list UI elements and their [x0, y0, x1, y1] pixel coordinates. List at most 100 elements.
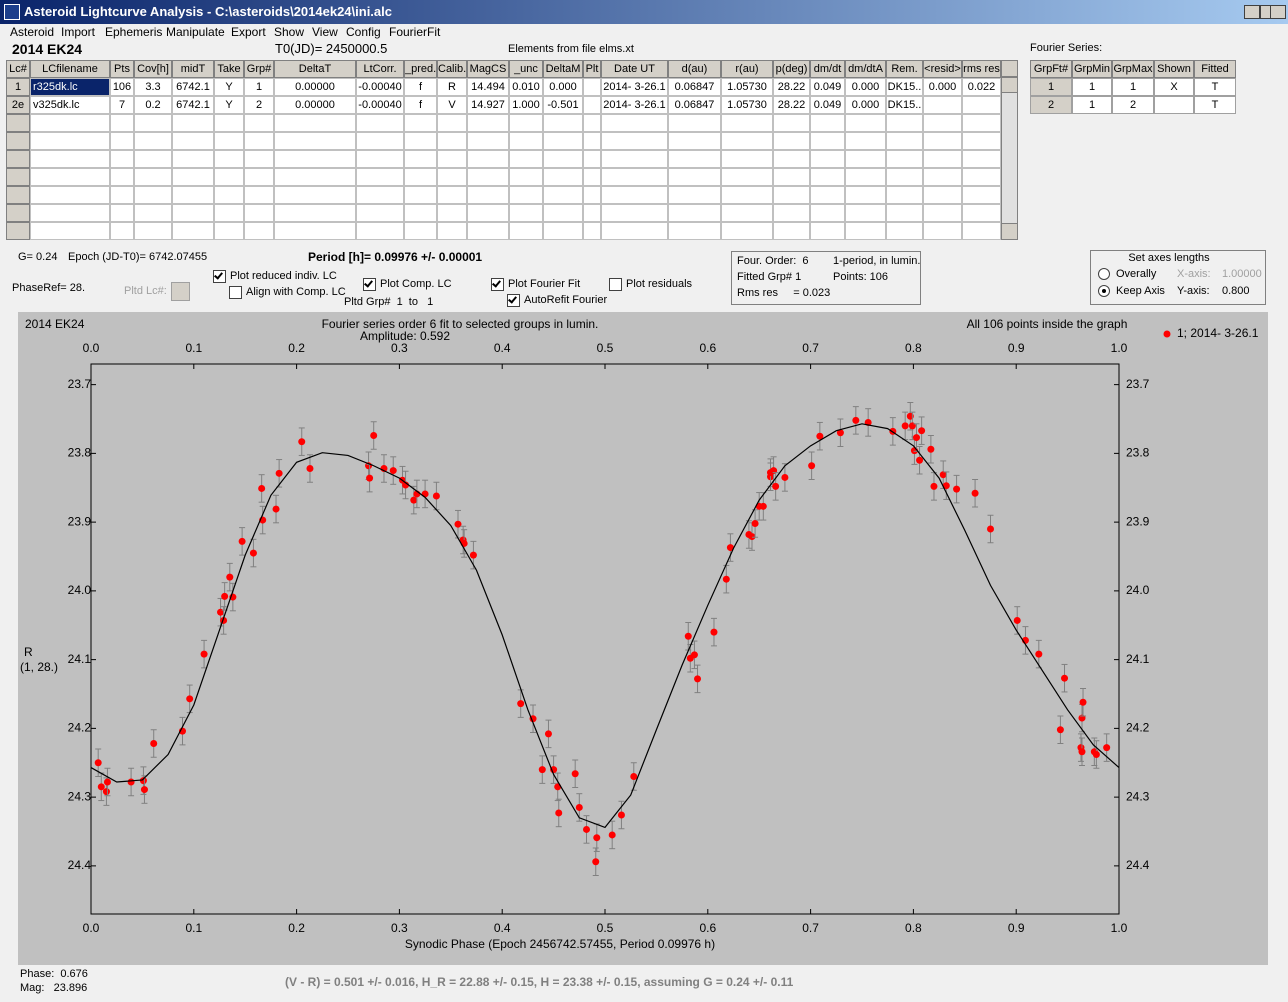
data-point [916, 456, 924, 464]
data-point [781, 473, 789, 481]
table-cell [172, 222, 214, 240]
table-cell [172, 186, 214, 204]
checkbox-label[interactable]: Align with Comp. LC [246, 286, 346, 298]
y-axis-title: R [24, 645, 33, 659]
table-cell [583, 204, 601, 222]
table-cell: 2 [244, 96, 274, 114]
table-cell [356, 204, 404, 222]
menu-item[interactable]: Config [346, 25, 381, 39]
checkbox-label[interactable]: Plot residuals [626, 278, 693, 290]
radio-label[interactable]: Keep Axis [1116, 285, 1165, 297]
table-cell [404, 204, 437, 222]
table-cell [274, 132, 356, 150]
checkbox[interactable] [507, 294, 520, 307]
table-cell [923, 132, 962, 150]
checkbox[interactable] [363, 278, 376, 291]
scroll-down[interactable] [1001, 223, 1018, 240]
menu-item[interactable]: FourierFit [389, 25, 441, 39]
cursor-phase: Phase: 0.676 [20, 968, 88, 980]
row-header: 1 [6, 78, 30, 96]
table-cell [134, 186, 172, 204]
scroll-up[interactable] [1001, 60, 1018, 77]
row-header [6, 168, 30, 186]
menu-item[interactable]: View [312, 25, 338, 39]
checkbox-label[interactable]: Plot Fourier Fit [508, 278, 581, 290]
data-point [454, 520, 462, 528]
column-header: Calib. [437, 60, 467, 78]
table-cell: 106 [110, 78, 134, 96]
table-cell [668, 114, 721, 132]
data-point [1035, 650, 1043, 658]
radio-dot [1102, 289, 1106, 293]
menu-item[interactable]: Ephemeris [105, 25, 163, 39]
data-point [592, 858, 600, 866]
table-cell [845, 204, 886, 222]
y-tick-label: 23.9 [68, 514, 92, 528]
table-cell [509, 114, 543, 132]
table-cell [810, 222, 845, 240]
data-point [200, 650, 208, 658]
legend-label: 1; 2014- 3-26.1 [1177, 326, 1259, 340]
data-point [298, 438, 306, 446]
table-cell [721, 186, 773, 204]
period-value: Period [h]= 0.09976 +/- 0.00001 [308, 250, 483, 264]
result-summary: (V - R) = 0.501 +/- 0.016, H_R = 22.88 +… [285, 975, 794, 989]
y-axis-label: Y-axis: [1177, 285, 1210, 297]
table-cell [962, 168, 1001, 186]
table-cell [962, 186, 1001, 204]
data-point [751, 520, 759, 527]
menu-item[interactable]: Show [274, 25, 305, 39]
menu-item[interactable]: Export [231, 25, 266, 39]
table-cell [721, 168, 773, 186]
radio-label[interactable]: Overally [1116, 268, 1157, 280]
x-tick-label-top: 0.2 [288, 341, 305, 355]
data-point [226, 573, 234, 581]
checkbox[interactable] [213, 270, 226, 283]
menu-item[interactable]: Asteroid [10, 25, 55, 39]
table-cell [437, 114, 467, 132]
table-cell [810, 204, 845, 222]
table-cell [721, 132, 773, 150]
data-point [517, 700, 525, 708]
checkbox-label[interactable]: AutoRefit Fourier [524, 294, 608, 306]
data-point [816, 432, 824, 440]
checkbox[interactable] [609, 278, 622, 291]
radio-button[interactable] [1098, 268, 1110, 280]
column-header: dm/dtA [845, 60, 886, 78]
spinner[interactable] [171, 282, 190, 301]
table-cell [583, 186, 601, 204]
menu-item[interactable]: Manipulate [166, 25, 225, 39]
close-button[interactable] [1270, 5, 1286, 19]
table-cell [404, 114, 437, 132]
table-cell [244, 204, 274, 222]
checkbox[interactable] [229, 286, 242, 299]
data-point [249, 549, 257, 557]
table-cell [601, 132, 668, 150]
table-cell: 6742.1 [172, 96, 214, 114]
x-tick-label-top: 1.0 [1111, 341, 1128, 355]
table-cell [845, 150, 886, 168]
data-point [808, 462, 816, 470]
checkbox-label[interactable]: Plot Comp. LC [380, 278, 452, 290]
table-cell [467, 150, 509, 168]
table-cell [601, 204, 668, 222]
menu-item[interactable]: Import [61, 25, 96, 39]
table-cell [214, 114, 244, 132]
checkbox[interactable] [491, 278, 504, 291]
table-cell [845, 186, 886, 204]
table-cell: DK15.. [886, 96, 923, 114]
window-button[interactable] [1244, 5, 1260, 19]
data-point [939, 471, 947, 479]
data-point [927, 445, 935, 453]
data-point [571, 770, 579, 778]
x-tick-label-top: 0.5 [597, 341, 614, 355]
scroll-thumb[interactable] [1001, 77, 1018, 93]
data-point [102, 788, 110, 796]
checkbox-label[interactable]: Plot reduced indiv. LC [230, 270, 337, 282]
table-cell: 14.927 [467, 96, 509, 114]
table-cell [214, 150, 244, 168]
data-point [258, 484, 266, 492]
table-cell [543, 114, 583, 132]
data-point [1013, 616, 1021, 624]
data-point [582, 825, 590, 833]
